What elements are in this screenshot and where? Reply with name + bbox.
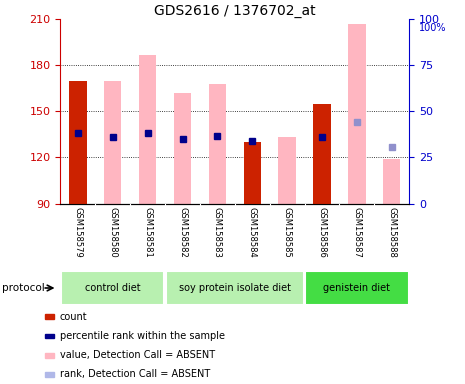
- Text: GSM158582: GSM158582: [178, 207, 187, 258]
- Bar: [45, 314, 54, 319]
- Text: GSM158587: GSM158587: [352, 207, 361, 258]
- Bar: [139, 55, 156, 204]
- Bar: [45, 334, 54, 338]
- Text: protocol: protocol: [2, 283, 45, 293]
- Title: GDS2616 / 1376702_at: GDS2616 / 1376702_at: [154, 4, 316, 18]
- Text: value, Detection Call = ABSENT: value, Detection Call = ABSENT: [60, 350, 215, 360]
- Bar: [348, 24, 365, 204]
- Text: GSM158583: GSM158583: [213, 207, 222, 258]
- Bar: [104, 81, 121, 204]
- Bar: [209, 84, 226, 204]
- Bar: [383, 159, 400, 204]
- Bar: [279, 137, 296, 204]
- Text: rank, Detection Call = ABSENT: rank, Detection Call = ABSENT: [60, 369, 210, 379]
- FancyBboxPatch shape: [61, 271, 165, 305]
- Text: GSM158581: GSM158581: [143, 207, 152, 258]
- Text: percentile rank within the sample: percentile rank within the sample: [60, 331, 225, 341]
- Bar: [174, 93, 191, 204]
- Text: GSM158584: GSM158584: [248, 207, 257, 258]
- Text: GSM158579: GSM158579: [73, 207, 82, 258]
- Text: GSM158588: GSM158588: [387, 207, 396, 258]
- Bar: [45, 372, 54, 377]
- Bar: [69, 81, 86, 204]
- Text: count: count: [60, 312, 87, 322]
- Text: GSM158580: GSM158580: [108, 207, 117, 258]
- FancyBboxPatch shape: [305, 271, 408, 305]
- Bar: [244, 142, 261, 204]
- Text: soy protein isolate diet: soy protein isolate diet: [179, 283, 291, 293]
- Text: control diet: control diet: [85, 283, 140, 293]
- Text: genistein diet: genistein diet: [323, 283, 391, 293]
- Text: GSM158585: GSM158585: [283, 207, 292, 258]
- Bar: [313, 104, 331, 204]
- Text: 100%: 100%: [418, 23, 446, 33]
- Bar: [45, 353, 54, 358]
- FancyBboxPatch shape: [166, 271, 304, 305]
- Text: GSM158586: GSM158586: [318, 207, 326, 258]
